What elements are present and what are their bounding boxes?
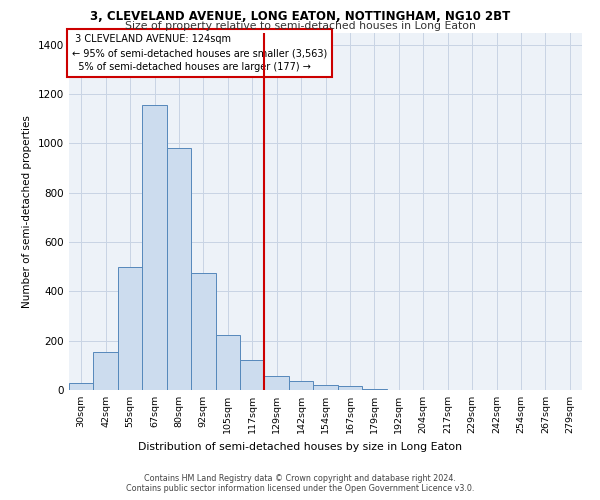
Bar bbox=[215, 334, 240, 390]
Text: Size of property relative to semi-detached houses in Long Eaton: Size of property relative to semi-detach… bbox=[125, 21, 475, 31]
Text: Distribution of semi-detached houses by size in Long Eaton: Distribution of semi-detached houses by … bbox=[138, 442, 462, 452]
Text: Contains public sector information licensed under the Open Government Licence v3: Contains public sector information licen… bbox=[126, 484, 474, 493]
Bar bbox=[94, 352, 118, 390]
Bar bbox=[118, 266, 142, 390]
Text: 3, CLEVELAND AVENUE, LONG EATON, NOTTINGHAM, NG10 2BT: 3, CLEVELAND AVENUE, LONG EATON, NOTTING… bbox=[90, 10, 510, 23]
Bar bbox=[69, 382, 94, 390]
Bar bbox=[142, 105, 167, 390]
Bar bbox=[362, 389, 386, 390]
Bar bbox=[313, 385, 338, 390]
Bar bbox=[338, 386, 362, 390]
Text: Contains HM Land Registry data © Crown copyright and database right 2024.: Contains HM Land Registry data © Crown c… bbox=[144, 474, 456, 483]
Bar bbox=[240, 360, 265, 390]
Bar bbox=[167, 148, 191, 390]
Bar bbox=[191, 273, 215, 390]
Text: 3 CLEVELAND AVENUE: 124sqm
← 95% of semi-detached houses are smaller (3,563)
  5: 3 CLEVELAND AVENUE: 124sqm ← 95% of semi… bbox=[71, 34, 327, 72]
Y-axis label: Number of semi-detached properties: Number of semi-detached properties bbox=[22, 115, 32, 308]
Bar bbox=[289, 382, 313, 390]
Bar bbox=[265, 376, 289, 390]
